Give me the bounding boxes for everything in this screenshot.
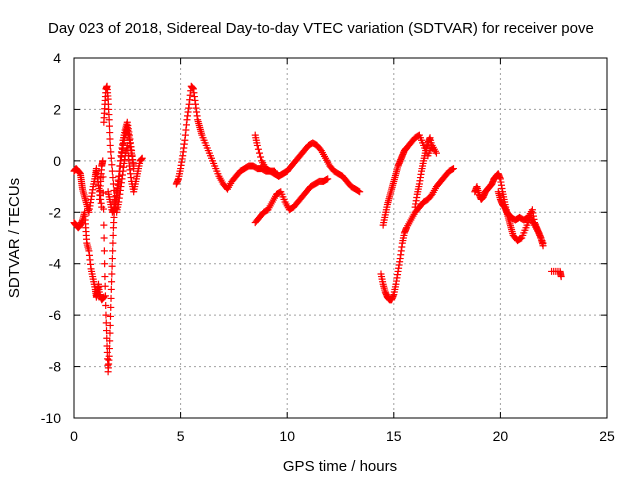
- data-point: [106, 129, 114, 137]
- data-point: [557, 273, 565, 281]
- series-arc-1b: [70, 165, 106, 216]
- data-point: [108, 278, 116, 286]
- data-point: [323, 176, 331, 183]
- series-arc-9: [494, 188, 547, 250]
- data-point: [101, 273, 109, 281]
- series-arc-8: [471, 170, 547, 247]
- data-point: [105, 345, 113, 353]
- data-point: [102, 311, 110, 319]
- data-point: [107, 303, 115, 311]
- data-point: [257, 153, 265, 161]
- data-point: [100, 234, 108, 242]
- data-point: [101, 292, 109, 300]
- y-tick-label: 0: [53, 153, 61, 169]
- data-point: [255, 149, 263, 157]
- data-point: [105, 352, 113, 360]
- data-point: [99, 157, 107, 165]
- y-tick-label: -6: [49, 307, 62, 323]
- x-tick-label: 15: [386, 428, 402, 444]
- data-point: [100, 293, 108, 301]
- y-tick-label: -10: [41, 410, 61, 426]
- data-point: [109, 239, 117, 247]
- data-point: [101, 260, 109, 268]
- series-arc-6: [379, 131, 440, 229]
- data-point: [108, 167, 116, 175]
- data-point: [109, 231, 117, 239]
- plot-frame: [73, 57, 608, 419]
- data-point: [449, 165, 457, 173]
- series-arc-2: [172, 82, 291, 193]
- data-point: [106, 135, 114, 143]
- series-arc-4: [251, 175, 332, 227]
- data-point: [99, 189, 107, 197]
- data-point: [102, 319, 110, 327]
- x-tick-label: 20: [493, 428, 509, 444]
- data-point: [355, 187, 363, 195]
- data-point: [254, 145, 262, 153]
- y-tick-label: -8: [49, 359, 62, 375]
- data-point: [105, 116, 113, 124]
- data-point: [109, 180, 117, 188]
- series-arc-3: [251, 131, 364, 196]
- grid-layer: [74, 58, 607, 418]
- y-axis-title: SDTVAR / TECUs: [6, 178, 23, 298]
- data-point: [102, 302, 110, 309]
- y-tick-label: -2: [49, 204, 62, 220]
- x-axis-title: GPS time / hours: [283, 458, 397, 475]
- data-point: [107, 154, 115, 162]
- data-point: [108, 255, 116, 263]
- x-tick-label: 10: [279, 428, 295, 444]
- series-arc-1a: [70, 208, 108, 304]
- data-point: [108, 270, 116, 278]
- data-point: [100, 221, 108, 229]
- data-point: [99, 173, 107, 181]
- x-tick-label: 0: [70, 428, 78, 444]
- data-point: [539, 242, 547, 250]
- data-point: [432, 149, 440, 157]
- data-point: [107, 285, 115, 293]
- chart-title: Day 023 of 2018, Sidereal Day-to-day VTE…: [48, 20, 594, 37]
- data-point: [138, 154, 146, 162]
- data-point: [109, 174, 117, 182]
- marks-layer: [70, 82, 565, 376]
- series-arc-1e: [104, 123, 138, 216]
- y-tick-label: -4: [49, 256, 62, 272]
- data-point: [356, 188, 364, 196]
- x-tick-label: 5: [177, 428, 185, 444]
- data-point: [103, 348, 111, 356]
- data-point: [108, 262, 116, 270]
- data-point: [100, 205, 108, 213]
- data-point: [109, 247, 117, 255]
- series-arc-10: [548, 267, 565, 281]
- data-point: [106, 329, 114, 337]
- data-point: [448, 165, 456, 173]
- data-point: [108, 161, 116, 169]
- series-arc-5: [377, 165, 457, 304]
- data-point: [107, 148, 115, 156]
- data-point: [324, 175, 332, 183]
- data-point: [101, 282, 109, 290]
- data-point: [253, 141, 261, 149]
- series-arc-7: [411, 134, 436, 211]
- data-point: [107, 294, 115, 302]
- y-tick-label: 4: [53, 50, 61, 66]
- data-point: [428, 144, 436, 152]
- x-tick-label: 25: [599, 428, 615, 444]
- series-arc-1c: [96, 118, 138, 376]
- data-point: [100, 247, 108, 255]
- data-point: [107, 312, 115, 320]
- data-point: [106, 141, 114, 149]
- data-point: [130, 162, 138, 170]
- data-point: [106, 321, 114, 329]
- data-point: [106, 337, 114, 345]
- y-tick-label: 2: [53, 101, 61, 117]
- data-point: [105, 122, 113, 130]
